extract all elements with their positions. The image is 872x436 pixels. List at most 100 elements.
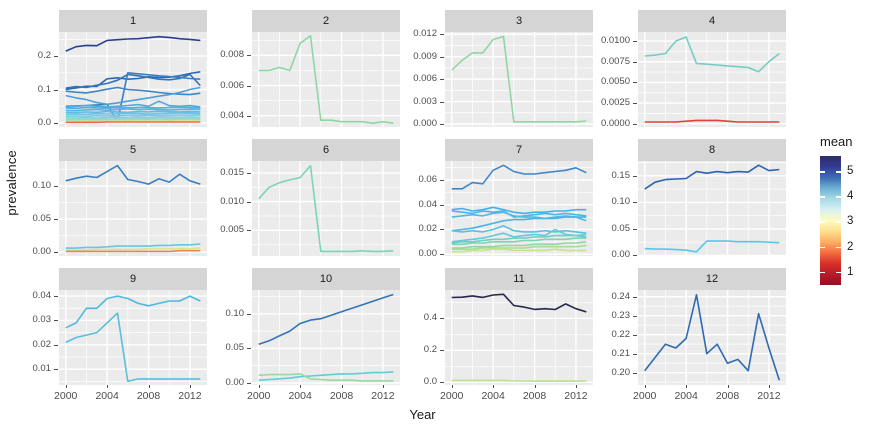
y-tick-label: 0.008 xyxy=(220,49,244,61)
y-tick-mark xyxy=(633,334,637,336)
x-tick-label: 2004 xyxy=(288,390,312,402)
x-tick-mark xyxy=(148,385,150,388)
series-line xyxy=(451,233,587,244)
y-tick-label: 0.006 xyxy=(220,79,244,91)
y-tick-label: 0.0000 xyxy=(600,117,630,129)
y-tick-mark xyxy=(440,229,444,231)
y-tick-mark xyxy=(633,202,637,204)
y-tick-label: 0.24 xyxy=(611,290,631,302)
x-tick-label: 2012 xyxy=(178,390,202,402)
colorbar-tick xyxy=(836,221,841,223)
x-tick-mark xyxy=(534,385,536,388)
y-tick-mark xyxy=(54,252,58,254)
y-tick-label: 0.00 xyxy=(32,246,52,258)
facet-strip-8: 8 xyxy=(638,139,786,161)
y-tick-mark xyxy=(440,318,444,320)
y-axis-facet-4: 0.0000 0.0025 0.0050 0.0075 0.0100 xyxy=(593,10,638,129)
series-line xyxy=(258,371,394,381)
y-tick-label: 0.012 xyxy=(413,28,437,40)
y-tick-mark xyxy=(54,369,58,371)
y-tick-label: 0.0075 xyxy=(600,55,630,67)
series-line xyxy=(65,100,201,108)
facet-plot-4 xyxy=(638,32,786,127)
x-tick-label: 2000 xyxy=(633,390,657,402)
colorbar-tick xyxy=(836,171,841,173)
facet-label: 1 xyxy=(129,15,137,27)
y-tick-mark xyxy=(54,122,58,124)
facet-panel-10 xyxy=(252,290,400,385)
y-tick-label: 0.05 xyxy=(225,342,245,354)
series-line xyxy=(258,34,394,124)
colorbar-tick xyxy=(820,196,825,198)
facet-label: 11 xyxy=(513,273,525,285)
y-tick-label: 0.21 xyxy=(611,347,631,359)
colorbar-tick xyxy=(820,246,825,249)
facet-label: 3 xyxy=(515,15,523,27)
y-tick-label: 0.003 xyxy=(413,95,437,107)
facet-strip-1: 1 xyxy=(59,10,207,32)
y-tick-label: 0.05 xyxy=(32,213,52,225)
x-tick-label: 2004 xyxy=(674,390,698,402)
y-tick-mark xyxy=(633,372,637,374)
y-tick-mark xyxy=(440,382,444,384)
y-axis-facet-8: 0.00 0.05 0.10 0.15 xyxy=(593,139,638,260)
facet-strip-7: 7 xyxy=(445,139,593,161)
x-tick-label: 2012 xyxy=(757,390,781,402)
facet-strip-4: 4 xyxy=(638,10,786,32)
series-line xyxy=(65,117,201,121)
y-tick-mark xyxy=(247,115,251,117)
x-tick-label: 2000 xyxy=(54,390,78,402)
y-tick-label: 0.0025 xyxy=(600,97,630,109)
facet-strip-2: 2 xyxy=(252,10,400,32)
facet-plot-7 xyxy=(445,161,593,256)
series-line xyxy=(451,248,587,253)
facet-panel-2 xyxy=(252,32,400,127)
y-tick-label: 0.004 xyxy=(220,109,244,121)
x-tick-mark xyxy=(727,385,729,388)
facet-plot-6 xyxy=(252,161,400,256)
facet-strip-11: 11 xyxy=(445,268,593,290)
colorbar: 5 4 3 2 1 xyxy=(820,156,872,285)
colorbar-tick xyxy=(836,246,841,249)
x-tick-label: 2000 xyxy=(247,390,271,402)
x-tick-mark xyxy=(768,385,770,388)
y-tick-mark xyxy=(633,353,637,355)
series-line xyxy=(451,244,587,250)
y-tick-label: 0.06 xyxy=(418,174,438,186)
facet-label: 9 xyxy=(129,273,137,285)
y-tick-mark xyxy=(54,56,58,58)
facet-plot-12 xyxy=(638,290,786,385)
facet-strip-3: 3 xyxy=(445,10,593,32)
facet-panel-5 xyxy=(59,161,207,256)
y-tick-label: 0.04 xyxy=(418,198,438,210)
y-tick-label: 0.10 xyxy=(225,307,245,319)
y-tick-label: 0.009 xyxy=(413,50,437,62)
colorbar-tick-label: 1 xyxy=(847,265,854,278)
facet-label: 10 xyxy=(319,273,333,285)
colorbar-tick xyxy=(820,221,825,223)
y-axis-facet-11: 0.0 0.2 0.4 xyxy=(400,268,445,387)
series-line xyxy=(644,294,781,381)
series-line xyxy=(65,86,201,96)
facet-panel-3 xyxy=(445,32,593,127)
y-tick-label: 0.02 xyxy=(32,338,52,350)
y-tick-label: 0.10 xyxy=(611,196,631,208)
series-line xyxy=(65,114,201,118)
colorbar-tick-label: 2 xyxy=(847,240,854,253)
x-tick-mark xyxy=(258,385,260,388)
facet-panel-1 xyxy=(59,32,207,127)
y-tick-mark xyxy=(54,219,58,221)
y-tick-label: 0.000 xyxy=(413,118,437,129)
facet-plot-8 xyxy=(638,161,786,256)
y-tick-mark xyxy=(633,123,637,125)
series-line xyxy=(65,164,201,185)
y-tick-mark xyxy=(247,348,251,350)
series-line xyxy=(65,312,201,383)
series-line xyxy=(644,240,780,253)
facet-label: 4 xyxy=(708,15,716,27)
series-line xyxy=(65,120,201,123)
y-tick-label: 0.04 xyxy=(32,290,52,302)
x-axis-title: Year xyxy=(409,407,436,422)
series-line xyxy=(451,206,587,215)
colorbar-tick xyxy=(820,171,825,173)
